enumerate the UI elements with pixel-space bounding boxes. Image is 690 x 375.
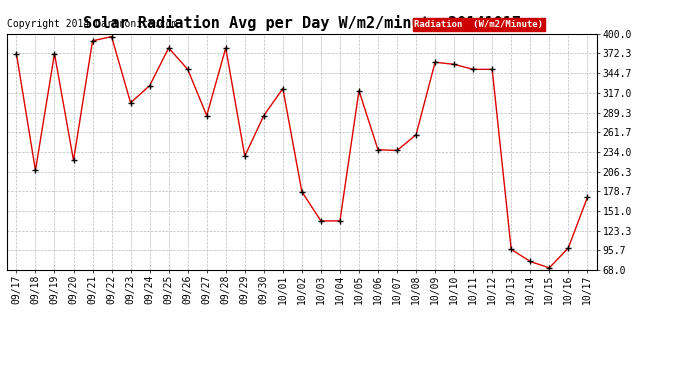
Text: Copyright 2014 Cartronics.com: Copyright 2014 Cartronics.com: [7, 19, 177, 29]
Text: Radiation  (W/m2/Minute): Radiation (W/m2/Minute): [415, 20, 543, 29]
Title: Solar Radiation Avg per Day W/m2/minute 20141017: Solar Radiation Avg per Day W/m2/minute …: [83, 15, 521, 31]
